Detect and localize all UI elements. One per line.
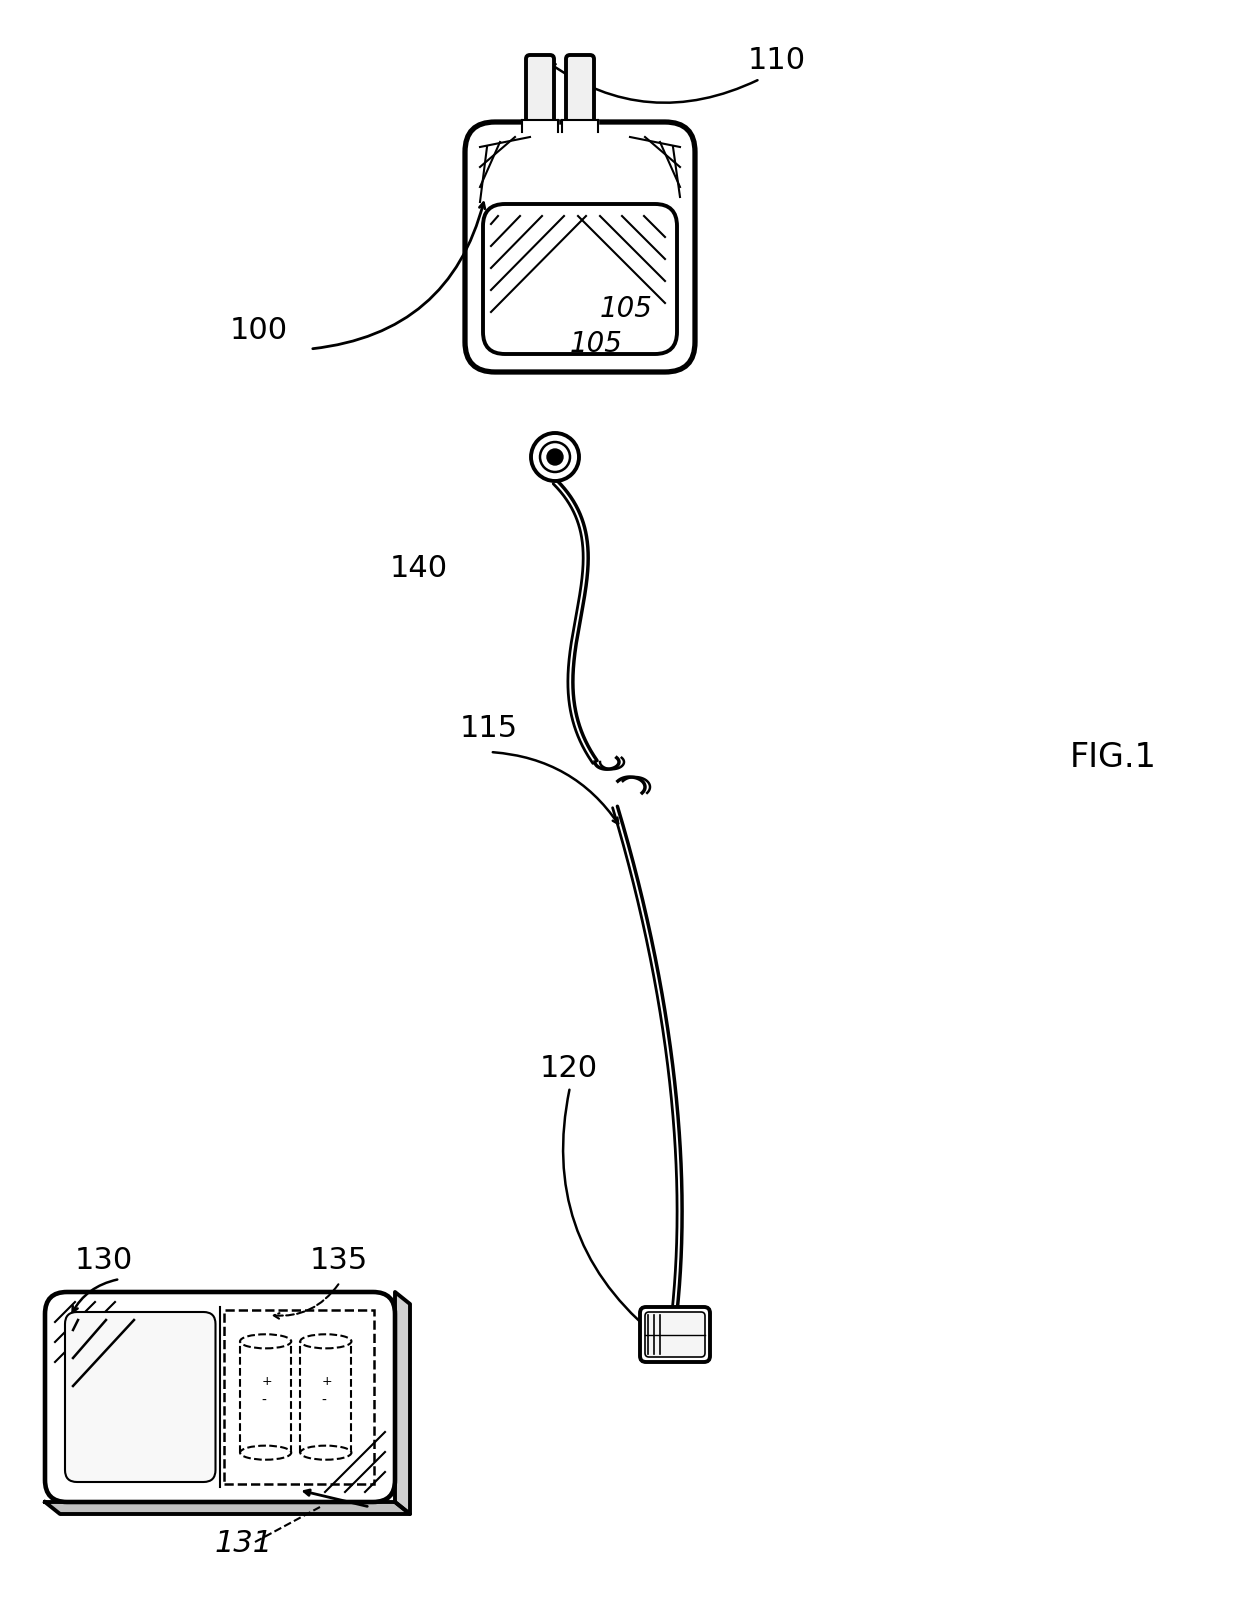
Text: 140: 140 bbox=[391, 555, 448, 584]
Ellipse shape bbox=[300, 1446, 351, 1460]
Text: 105: 105 bbox=[600, 294, 653, 323]
FancyBboxPatch shape bbox=[45, 1292, 396, 1502]
Text: FIG.1: FIG.1 bbox=[1070, 741, 1157, 775]
FancyBboxPatch shape bbox=[565, 55, 594, 129]
FancyBboxPatch shape bbox=[645, 1311, 706, 1357]
Bar bbox=[562, 120, 598, 133]
FancyBboxPatch shape bbox=[526, 55, 554, 129]
Ellipse shape bbox=[241, 1334, 291, 1349]
FancyBboxPatch shape bbox=[640, 1307, 711, 1362]
Text: +: + bbox=[262, 1374, 273, 1387]
Text: 131: 131 bbox=[215, 1530, 273, 1559]
Bar bbox=[522, 120, 558, 133]
Circle shape bbox=[547, 450, 563, 466]
Polygon shape bbox=[396, 1292, 410, 1514]
Text: 105: 105 bbox=[570, 330, 622, 357]
Text: -: - bbox=[262, 1394, 267, 1408]
Bar bbox=[223, 1310, 374, 1484]
FancyBboxPatch shape bbox=[465, 121, 694, 372]
Circle shape bbox=[531, 433, 579, 480]
Text: 130: 130 bbox=[74, 1247, 133, 1274]
Text: 135: 135 bbox=[310, 1247, 368, 1274]
Text: 110: 110 bbox=[748, 45, 806, 74]
Polygon shape bbox=[45, 1502, 410, 1514]
FancyBboxPatch shape bbox=[484, 204, 677, 354]
Text: -: - bbox=[322, 1394, 326, 1408]
Text: 100: 100 bbox=[229, 315, 288, 344]
Text: +: + bbox=[322, 1374, 332, 1387]
Text: 115: 115 bbox=[460, 715, 518, 742]
Ellipse shape bbox=[300, 1334, 351, 1349]
Ellipse shape bbox=[241, 1446, 291, 1460]
FancyBboxPatch shape bbox=[64, 1311, 216, 1483]
Text: 120: 120 bbox=[539, 1054, 598, 1083]
